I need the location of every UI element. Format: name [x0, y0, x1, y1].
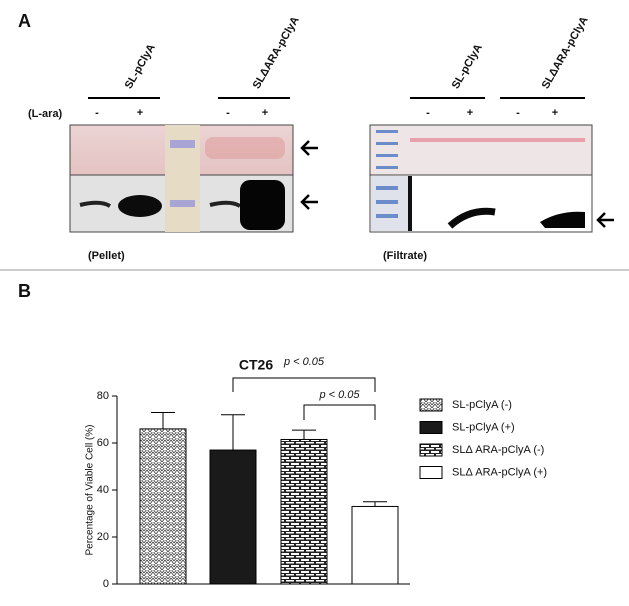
band — [240, 180, 285, 230]
legend-swatch — [419, 466, 443, 479]
legend-label: SL-pClyA (+) — [452, 421, 515, 433]
blot-caption: (Pellet) — [88, 250, 125, 262]
y-tick-label: 80 — [97, 390, 109, 402]
ladder-band — [170, 140, 195, 148]
legend-swatch — [419, 443, 443, 457]
ladder-bands — [376, 130, 398, 218]
sign: + — [262, 107, 268, 119]
sign: - — [95, 107, 99, 119]
significance-bracket — [303, 404, 376, 420]
edge — [408, 176, 412, 231]
sign: - — [426, 107, 430, 119]
significance-label: p < 0.05 — [283, 356, 325, 368]
ladder-band — [170, 200, 195, 207]
bar — [139, 428, 187, 585]
column-header: SLΔARA-pClyA — [251, 15, 302, 91]
band — [205, 137, 285, 159]
y-axis-label: Percentage of Viable Cell (%) — [85, 425, 96, 556]
blot-stain — [369, 124, 593, 176]
y-tick-label: 60 — [97, 437, 109, 449]
sign: + — [137, 107, 143, 119]
y-tick-label: 20 — [97, 531, 109, 543]
signs: - + - + - + - + — [95, 107, 558, 119]
band — [118, 195, 162, 217]
bar — [351, 505, 399, 585]
y-tick-label: 40 — [97, 484, 109, 496]
panel-label: B — [18, 281, 31, 301]
legend-swatch — [419, 398, 443, 412]
significance-label: p < 0.05 — [318, 389, 360, 401]
blot-caption: (Filtrate) — [383, 250, 427, 262]
bar — [209, 449, 257, 585]
arrows — [300, 140, 614, 228]
band — [209, 200, 242, 208]
bar — [280, 438, 328, 585]
legend-label: SL-pClyA (-) — [452, 399, 512, 411]
column-header: SLΔARA-pClyA — [540, 15, 591, 91]
sign: + — [467, 107, 473, 119]
panel-label: A — [18, 11, 31, 31]
band — [79, 200, 112, 208]
band — [540, 211, 585, 228]
band — [410, 138, 520, 142]
legend-swatch — [419, 421, 443, 434]
column-header: SL-pClyA — [450, 42, 485, 91]
legend-label: SLΔ ARA-pClyA (+) — [452, 466, 547, 478]
chart-title: CT26 — [239, 357, 273, 373]
sign: + — [552, 107, 558, 119]
y-tick-label: 0 — [103, 578, 109, 590]
column-header: SL-pClyA — [123, 42, 158, 91]
condition-label: (L-ara) — [28, 108, 63, 120]
significance-bracket — [232, 377, 376, 392]
sign: - — [516, 107, 520, 119]
band — [447, 207, 496, 229]
band — [500, 138, 585, 142]
sign: - — [226, 107, 230, 119]
legend-label: SLΔ ARA-pClyA (-) — [452, 444, 544, 456]
